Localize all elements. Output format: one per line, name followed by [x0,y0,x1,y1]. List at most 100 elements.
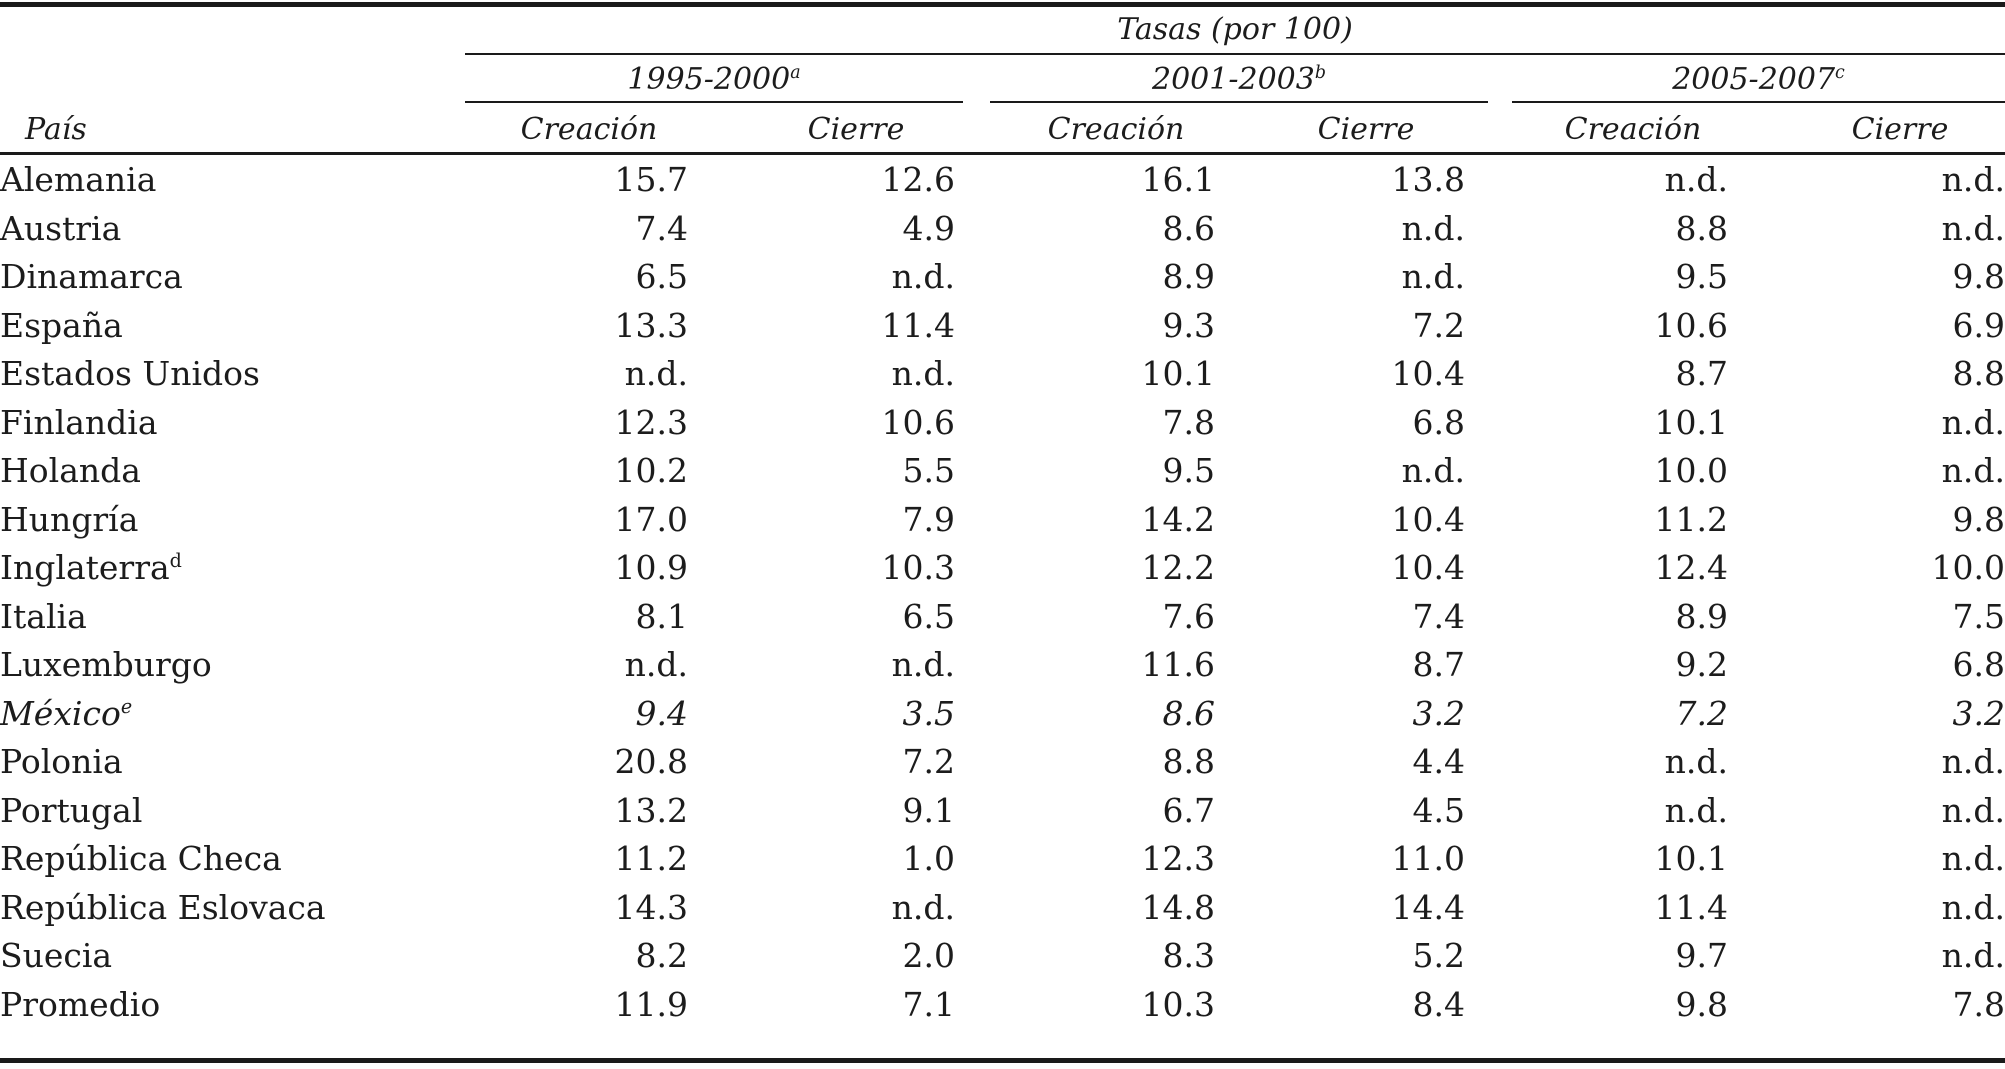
cell-creacion-2001-2003: 8.6 [1162,208,1215,248]
cell-country: Finlandia [0,399,430,448]
cell-creacion-1995-2000: 13.3 [614,305,688,345]
cell-creacion-2005-2007: 9.7 [1675,936,1728,975]
table-top-rule [0,2,2005,7]
cell-creacion-2005-2007: n.d. [1664,160,1728,199]
country-footnote-mark: d [169,549,182,572]
cell-creacion-1995-2000: 11.9 [614,984,688,1024]
cell-country: Promedio [0,981,430,1030]
table-row: Hungría 17.0 7.9 14.2 10.4 11.2 9.8 [0,496,2005,545]
country-label: República Eslovaca [0,887,326,927]
cell-cierre-2001-2003: 10.4 [1391,499,1465,539]
cell-cierre-2001-2003: 3.2 [1412,693,1465,733]
cell-cierre-2001-2003: 6.8 [1412,402,1465,442]
cell-cierre-2005-2007: n.d. [1941,839,2005,878]
cell-creacion-2005-2007: 9.5 [1675,257,1728,296]
cell-creacion-1995-2000: 9.4 [635,693,688,733]
cell-cierre-1995-2000: 9.1 [902,790,955,830]
cell-cierre-2005-2007: 7.8 [1952,984,2005,1024]
cell-cierre-2005-2007: n.d. [1941,208,2005,248]
cell-cierre-2005-2007: 7.5 [1952,596,2005,636]
country-label: Dinamarca [0,257,183,296]
cell-creacion-2001-2003: 10.3 [1141,984,1215,1024]
cell-cierre-2001-2003: 10.4 [1391,354,1465,393]
cell-cierre-2005-2007: 10.0 [1931,548,2005,587]
country-label: Promedio [0,984,161,1024]
cell-creacion-1995-2000: 7.4 [635,208,688,248]
cell-creacion-1995-2000: 12.3 [614,402,688,442]
cell-creacion-1995-2000: 20.8 [614,742,688,781]
cell-creacion-2001-2003: 14.8 [1141,887,1215,927]
country-label: España [0,305,123,345]
table-row: Austria 7.4 4.9 8.6 n.d. 8.8 n.d. [0,205,2005,254]
cell-creacion-1995-2000: 14.3 [614,887,688,927]
period-header-2: 2001-2003b [990,60,1488,100]
cell-creacion-2001-2003: 14.2 [1141,499,1215,539]
cell-cierre-1995-2000: 4.9 [902,208,955,248]
cell-creacion-2001-2003: 12.2 [1141,548,1215,587]
cell-cierre-1995-2000: n.d. [891,354,955,393]
country-label: México [0,693,121,733]
table-row: Italia 8.1 6.5 7.6 7.4 8.9 7.5 [0,593,2005,642]
cell-cierre-2005-2007: n.d. [1941,936,2005,975]
cell-cierre-2005-2007: n.d. [1941,451,2005,490]
cell-creacion-2001-2003: 11.6 [1141,645,1215,684]
cell-country: Alemania [0,156,430,205]
cell-country: España [0,302,430,351]
cell-cierre-2005-2007: n.d. [1941,402,2005,442]
cell-cierre-2005-2007: 8.8 [1952,354,2005,393]
table-row: Dinamarca 6.5 n.d. 8.9 n.d. 9.5 9.8 [0,253,2005,302]
cell-creacion-1995-2000: 15.7 [614,160,688,199]
cell-creacion-2005-2007: 10.0 [1654,451,1728,490]
country-label: Suecia [0,936,113,975]
country-label: Luxemburgo [0,645,212,684]
cell-creacion-2005-2007: 8.7 [1675,354,1728,393]
country-label: Italia [0,596,87,636]
table-row: República Eslovaca 14.3 n.d. 14.8 14.4 1… [0,884,2005,933]
cell-creacion-2005-2007: 10.6 [1654,305,1728,345]
column-header-creacion-2: Creación [1047,112,1185,147]
cell-creacion-1995-2000: 6.5 [635,257,688,296]
column-header-cierre-1: Cierre [807,112,905,147]
column-header-cierre-3: Cierre [1851,112,1949,147]
cell-creacion-2001-2003: 16.1 [1141,160,1215,199]
cell-creacion-2001-2003: 7.8 [1162,402,1215,442]
cell-cierre-1995-2000: n.d. [891,257,955,296]
cell-country: República Checa [0,835,430,884]
cell-country: Dinamarca [0,253,430,302]
table-row: Méxicoe 9.4 3.5 8.6 3.2 7.2 3.2 [0,690,2005,739]
country-label: Austria [0,208,122,248]
cell-cierre-1995-2000: n.d. [891,645,955,684]
cell-cierre-2005-2007: 3.2 [1952,693,2005,733]
cell-creacion-2005-2007: 12.4 [1654,548,1728,587]
cell-creacion-2001-2003: 8.8 [1162,742,1215,781]
spanner-label: Tasas (por 100) [465,10,2005,50]
period-2-footnote-mark: b [1314,63,1326,83]
cell-creacion-1995-2000: 10.9 [614,548,688,587]
cell-cierre-2001-2003: 4.4 [1412,742,1465,781]
cell-creacion-2001-2003: 7.6 [1162,596,1215,636]
cell-country: Portugal [0,787,430,836]
period-3-text: 2005-2007 [1672,62,1836,97]
cell-creacion-1995-2000: 17.0 [614,499,688,539]
table-row: España 13.3 11.4 9.3 7.2 10.6 6.9 [0,302,2005,351]
cell-cierre-2001-2003: 5.2 [1412,936,1465,975]
cell-cierre-2005-2007: 6.8 [1952,645,2005,684]
cell-country: República Eslovaca [0,884,430,933]
cell-cierre-1995-2000: 10.3 [881,548,955,587]
country-label: República Checa [0,839,282,878]
table-row: Alemania 15.7 12.6 16.1 13.8 n.d. n.d. [0,156,2005,205]
table-row: Polonia 20.8 7.2 8.8 4.4 n.d. n.d. [0,738,2005,787]
rates-table: Alemania 15.7 12.6 16.1 13.8 n.d. n.d. A… [0,156,2005,1029]
cell-cierre-2001-2003: 11.0 [1391,839,1465,878]
table-row: Inglaterrad 10.9 10.3 12.2 10.4 12.4 10.… [0,544,2005,593]
table-row: Estados Unidos n.d. n.d. 10.1 10.4 8.7 8… [0,350,2005,399]
period-3-underline [1512,101,2005,103]
cell-cierre-1995-2000: 5.5 [902,451,955,490]
cell-country: Méxicoe [0,690,430,739]
cell-creacion-2005-2007: 10.1 [1654,402,1728,442]
cell-cierre-2005-2007: n.d. [1941,887,2005,927]
period-1-underline [465,101,963,103]
cell-creacion-2001-2003: 12.3 [1141,839,1215,878]
country-label: Polonia [0,742,123,781]
